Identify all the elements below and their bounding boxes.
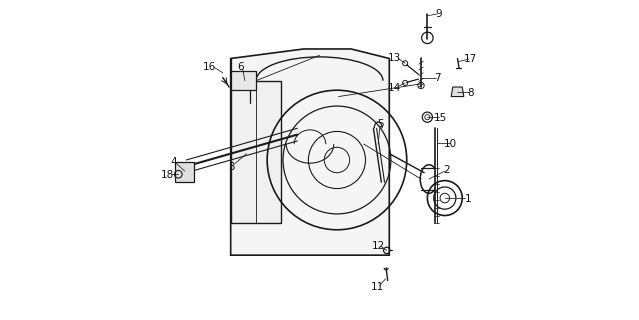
Text: 7: 7 [435, 74, 441, 84]
Text: 13: 13 [387, 53, 401, 63]
Polygon shape [231, 71, 256, 90]
Text: 6: 6 [237, 62, 243, 72]
Text: 9: 9 [435, 9, 442, 19]
Text: 12: 12 [371, 241, 385, 251]
Polygon shape [231, 49, 389, 255]
Text: 1: 1 [465, 194, 471, 204]
Text: 17: 17 [463, 54, 477, 64]
FancyBboxPatch shape [175, 162, 194, 182]
Text: 4: 4 [170, 157, 177, 167]
Text: 15: 15 [434, 113, 447, 123]
Polygon shape [231, 81, 281, 223]
Text: 11: 11 [371, 282, 384, 292]
Text: 10: 10 [444, 139, 458, 148]
Text: 16: 16 [203, 62, 216, 72]
Text: 2: 2 [443, 165, 450, 175]
Text: 5: 5 [377, 119, 383, 129]
Text: 14: 14 [387, 83, 401, 93]
Text: 18: 18 [160, 170, 174, 180]
Text: 3: 3 [228, 162, 235, 172]
Polygon shape [451, 87, 464, 97]
Text: 8: 8 [467, 88, 473, 98]
